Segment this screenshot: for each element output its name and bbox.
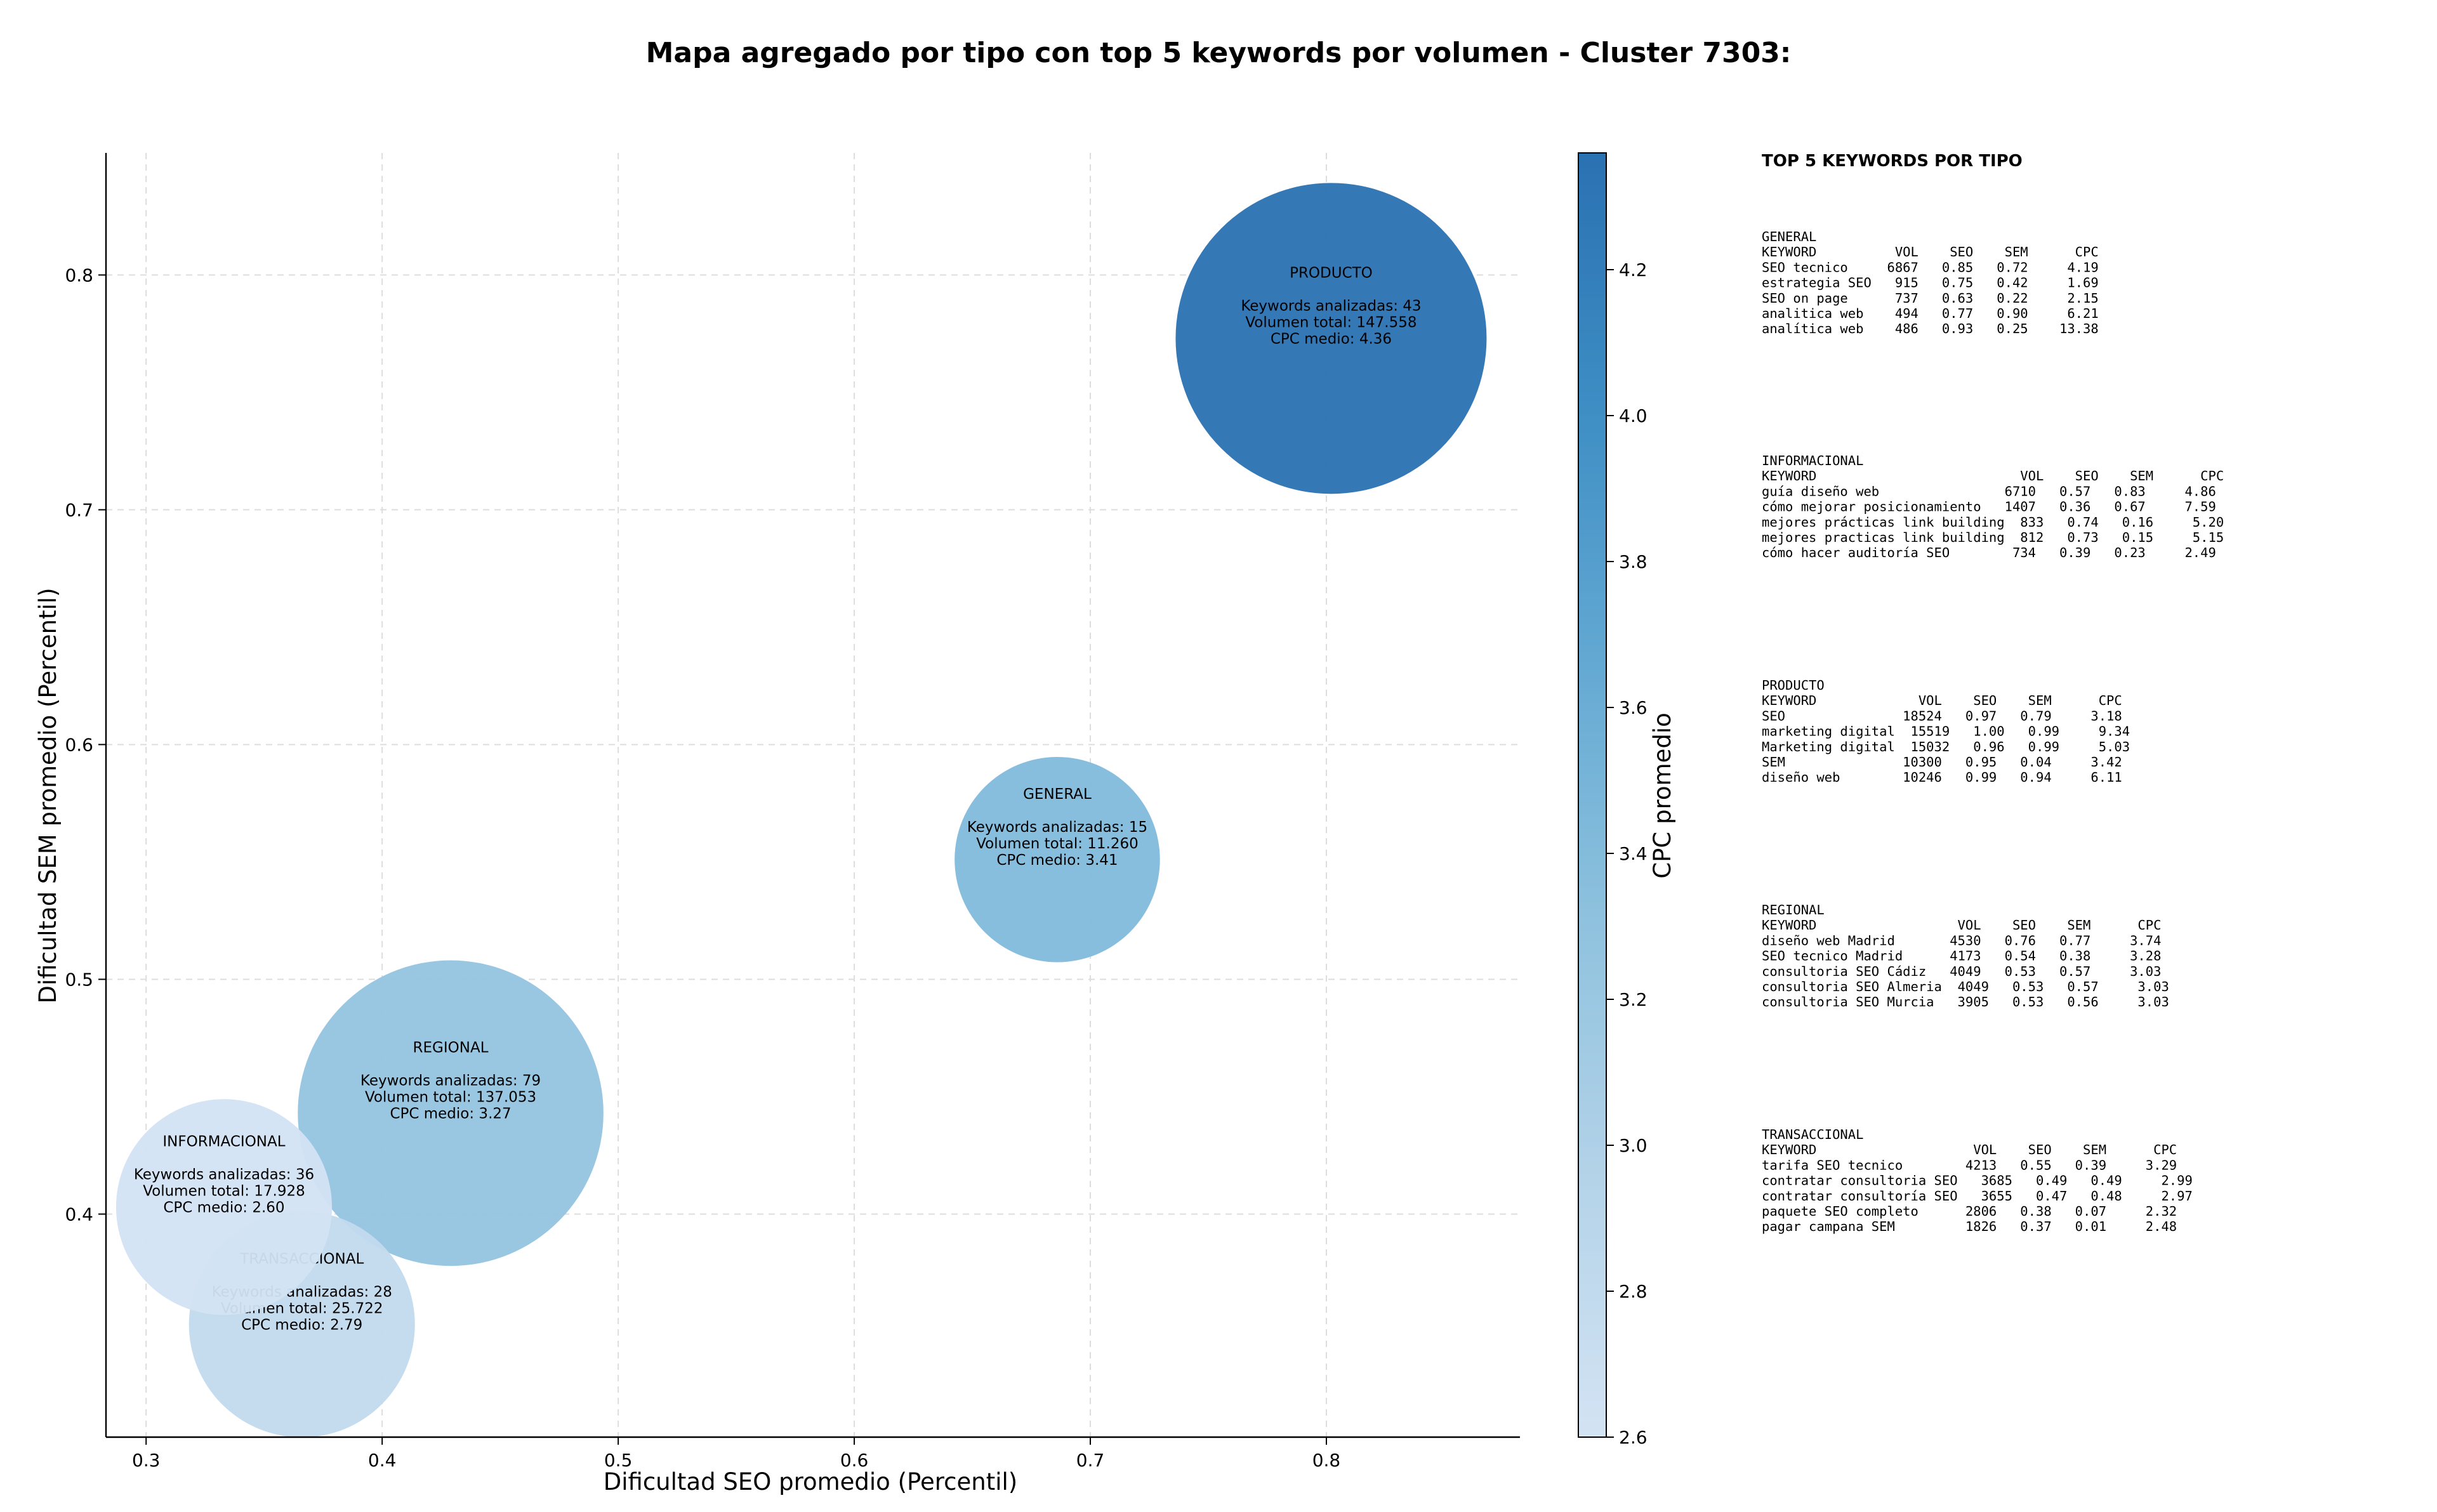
keyword-group-title: GENERAL xyxy=(1762,229,1816,244)
y-tick-label: 0.4 xyxy=(65,1204,93,1225)
colorbar-tick-label: 3.4 xyxy=(1619,843,1648,864)
axes: 0.3 0.4 0.5 0.6 0.7 0.8 0.4 0.5 0.6 0.7 0.8 xyxy=(65,153,1520,1471)
bubble-label: INFORMACIONAL xyxy=(162,1133,285,1150)
bubble-annotation: Keywords analizadas: 36 xyxy=(134,1166,314,1183)
keyword-table-header: KEYWORD VOL SEO SEM CPC xyxy=(1762,917,2161,933)
colorbar-label: CPC promedio xyxy=(1649,713,1676,878)
bubble-general xyxy=(954,756,1160,963)
keyword-row: cómo hacer auditoría SEO 734 0.39 0.23 2… xyxy=(1762,545,2216,560)
keyword-row: pagar campana SEM 1826 0.37 0.01 2.48 xyxy=(1762,1219,2177,1234)
keyword-row: mejores prácticas link building 833 0.74… xyxy=(1762,515,2224,530)
colorbar-tick-label: 3.0 xyxy=(1619,1135,1648,1156)
keyword-row: SEM 10300 0.95 0.04 3.42 xyxy=(1762,754,2122,770)
colorbar-gradient xyxy=(1578,152,1607,1438)
bubble-annotation: CPC medio: 2.79 xyxy=(241,1317,362,1333)
bubble-annotation: CPC medio: 4.36 xyxy=(1271,331,1392,347)
bubble-producto xyxy=(1175,183,1487,494)
bubble-annotation: Volumen total: 137.053 xyxy=(365,1089,536,1105)
keyword-row: tarifa SEO tecnico 4213 0.55 0.39 3.29 xyxy=(1762,1157,2177,1173)
keyword-row: consultoria SEO Almeria 4049 0.53 0.57 3… xyxy=(1762,979,2169,994)
keyword-row: diseño web Madrid 4530 0.76 0.77 3.74 xyxy=(1762,933,2161,948)
colorbar-tick-label: 3.8 xyxy=(1619,551,1648,572)
keyword-row: estrategia SEO 915 0.75 0.42 1.69 xyxy=(1762,275,2099,291)
bubble-annotation: Keywords analizadas: 15 xyxy=(967,819,1147,836)
keyword-group-title: INFORMACIONAL xyxy=(1762,453,1863,468)
x-tick-label: 0.3 xyxy=(132,1450,161,1471)
bubble-group-informacional: INFORMACIONAL Keywords analizadas: 36Volu… xyxy=(116,1099,333,1315)
keyword-row: mejores practicas link building 812 0.73… xyxy=(1762,530,2224,545)
x-axis-label: Dificultad SEO promedio (Percentil) xyxy=(604,1468,1017,1496)
keyword-row: paquete SEO completo 2806 0.38 0.07 2.32 xyxy=(1762,1204,2177,1219)
colorbar-tick-label: 4.2 xyxy=(1619,260,1648,280)
keyword-row: contratar consultoría SEO 3655 0.47 0.48… xyxy=(1762,1188,2193,1204)
keyword-table-title: TOP 5 KEYWORDS POR TIPO xyxy=(1762,152,2023,171)
bubble-annotation: CPC medio: 3.27 xyxy=(390,1105,511,1122)
bubble-annotation: CPC medio: 2.60 xyxy=(163,1199,284,1216)
colorbar: 2.6 2.8 3.0 3.2 3.4 3.6 3.8 4.0 4.2 xyxy=(1578,152,1648,1448)
keyword-row: cómo mejorar posicionamiento 1407 0.36 0… xyxy=(1762,499,2216,515)
y-tick-label: 0.5 xyxy=(65,969,93,990)
chart-title: Mapa agregado por tipo con top 5 keyword… xyxy=(646,37,1792,69)
keyword-row: SEO tecnico 6867 0.85 0.72 4.19 xyxy=(1762,260,2099,275)
y-axis-label: Dificultad SEM promedio (Percentil) xyxy=(34,588,62,1003)
colorbar-tick-label: 4.0 xyxy=(1619,405,1648,426)
bubble-annotation: Volumen total: 147.558 xyxy=(1245,314,1417,331)
colorbar-tick-label: 2.8 xyxy=(1619,1281,1648,1302)
x-tick-label: 0.4 xyxy=(368,1450,397,1471)
colorbar-tick-label: 3.2 xyxy=(1619,989,1648,1010)
keyword-group-title: TRANSACCIONAL xyxy=(1762,1127,1863,1142)
bubble-label: GENERAL xyxy=(1023,786,1092,803)
keyword-table-header: KEYWORD VOL SEO SEM CPC xyxy=(1762,1142,2177,1157)
keyword-row: SEO 18524 0.97 0.79 3.18 xyxy=(1762,708,2122,723)
keyword-row: diseño web 10246 0.99 0.94 6.11 xyxy=(1762,770,2122,785)
colorbar-tick-label: 2.6 xyxy=(1619,1427,1648,1448)
keyword-table-header: KEYWORD VOL SEO SEM CPC xyxy=(1762,693,2122,708)
x-tick-label: 0.5 xyxy=(604,1450,633,1471)
x-tick-label: 0.7 xyxy=(1076,1450,1105,1471)
bubble-annotation: Keywords analizadas: 43 xyxy=(1241,298,1421,314)
bubble-annotation: Volumen total: 11.260 xyxy=(976,836,1139,852)
bubble-informacional xyxy=(116,1099,333,1315)
x-tick-label: 0.8 xyxy=(1312,1450,1341,1471)
colorbar-tick-label: 3.6 xyxy=(1619,697,1648,718)
bubble-label: PRODUCTO xyxy=(1290,265,1373,281)
bubble-regional xyxy=(298,960,604,1266)
keyword-row: marketing digital 15519 1.00 0.99 9.34 xyxy=(1762,724,2130,739)
keyword-row: consultoria SEO Cádiz 4049 0.53 0.57 3.0… xyxy=(1762,964,2161,979)
keyword-row: guía diseño web 6710 0.57 0.83 4.86 xyxy=(1762,483,2216,499)
keyword-row: contratar consultoria SEO 3685 0.49 0.49… xyxy=(1762,1173,2193,1188)
x-tick-label: 0.6 xyxy=(840,1450,869,1471)
y-tick-label: 0.8 xyxy=(65,265,93,286)
keyword-group-title: PRODUCTO xyxy=(1762,678,1825,693)
keyword-row: SEO on page 737 0.63 0.22 2.15 xyxy=(1762,291,2099,306)
keyword-table-header: KEYWORD VOL SEO SEM CPC xyxy=(1762,468,2224,483)
keyword-row: analitica web 494 0.77 0.90 6.21 xyxy=(1762,306,2099,321)
keyword-row: analítica web 486 0.93 0.25 13.38 xyxy=(1762,321,2099,336)
bubble-annotation: CPC medio: 3.41 xyxy=(996,852,1118,869)
y-tick-label: 0.7 xyxy=(65,499,93,520)
keyword-row: Marketing digital 15032 0.96 0.99 5.03 xyxy=(1762,739,2130,754)
y-tick-label: 0.6 xyxy=(65,734,93,755)
bubble-annotation: Keywords analizadas: 79 xyxy=(360,1072,541,1089)
keyword-row: SEO tecnico Madrid 4173 0.54 0.38 3.28 xyxy=(1762,949,2161,964)
bubble-label: REGIONAL xyxy=(413,1039,489,1056)
keyword-row: consultoria SEO Murcia 3905 0.53 0.56 3.… xyxy=(1762,994,2169,1009)
keyword-group-title: REGIONAL xyxy=(1762,902,1825,917)
keyword-table-header: KEYWORD VOL SEO SEM CPC xyxy=(1762,244,2099,260)
bubble-annotation: Volumen total: 17.928 xyxy=(143,1183,305,1199)
